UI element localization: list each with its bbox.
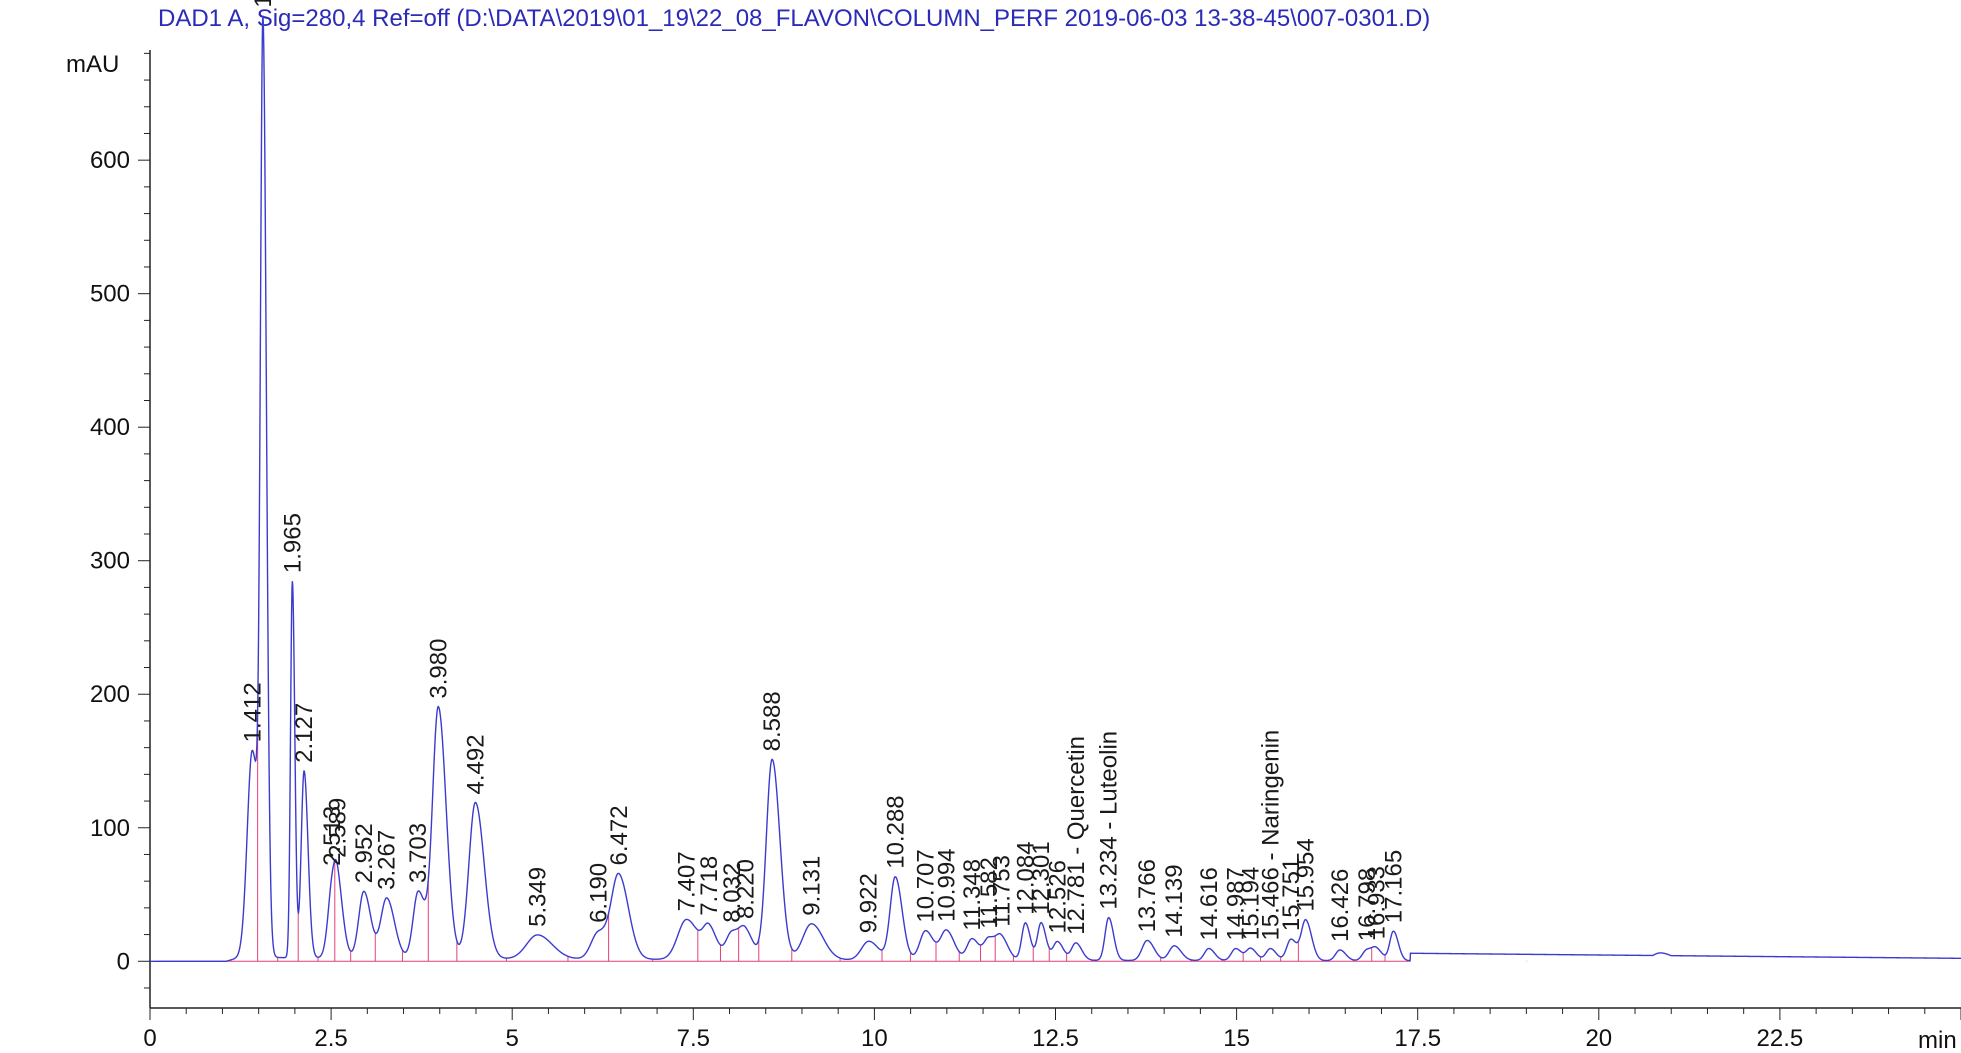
peak-label: 10.288 bbox=[882, 795, 909, 868]
peak-label: 9.922 bbox=[856, 873, 883, 933]
peak-label: 3.703 bbox=[405, 823, 432, 883]
x-tick-label: 0 bbox=[143, 1025, 156, 1052]
peak-label: 6.190 bbox=[585, 863, 612, 923]
x-tick-label: 2.5 bbox=[314, 1025, 347, 1052]
peak-label: 8.588 bbox=[759, 691, 786, 751]
peak-label: 12.301 bbox=[1028, 841, 1055, 914]
x-tick-label: 22.5 bbox=[1757, 1025, 1804, 1052]
peak-label: 14.139 bbox=[1161, 864, 1188, 937]
signal-line bbox=[150, 15, 1961, 962]
peak-label: 11.753 bbox=[988, 855, 1015, 927]
peak-label: 4.492 bbox=[462, 734, 489, 794]
peak-label: 8.032 bbox=[719, 863, 746, 923]
x-tick-label: 20 bbox=[1585, 1025, 1612, 1052]
peak-label: 14.987 bbox=[1223, 867, 1250, 940]
y-tick-label: 400 bbox=[90, 414, 130, 441]
peak-label: 12.526 bbox=[1044, 860, 1071, 933]
peak-label: 3.980 bbox=[425, 639, 452, 699]
peak-label: 9.131 bbox=[798, 856, 825, 916]
peak-label: 14.616 bbox=[1196, 867, 1223, 940]
peak-label: 7.718 bbox=[696, 856, 723, 916]
peak-label: 15.751 bbox=[1278, 858, 1305, 931]
axes: 0 100 200 300 400 500 600 0 2.5 5 7.5 10 12.5 15 17.5 2… bbox=[90, 50, 1961, 1052]
peak-label: 16.933 bbox=[1364, 866, 1391, 939]
peak-label: 2.513 bbox=[319, 806, 346, 866]
peak-label: 13.234 - Luteolin bbox=[1096, 731, 1123, 910]
peak-label: 15.466 - Naringenin bbox=[1257, 730, 1284, 941]
peak-label: 11.348 bbox=[959, 859, 986, 931]
peak-label: 1.965 bbox=[279, 513, 306, 573]
x-tick-label: 5 bbox=[506, 1025, 519, 1052]
peak-label: 1.560 bbox=[250, 0, 277, 8]
peak-label: 16.426 bbox=[1327, 869, 1354, 942]
peak-label: 2.952 bbox=[351, 823, 378, 883]
peak-label: 12.084 bbox=[1012, 841, 1039, 914]
peak-labels: 1.412 1.560 1.965 2.127 2.5132.5892.9523.267… bbox=[239, 0, 1407, 942]
y-tick-label: 100 bbox=[90, 815, 130, 842]
signal-trace bbox=[150, 15, 1961, 962]
x-tick-label: 7.5 bbox=[677, 1025, 710, 1052]
peak-label: 6.472 bbox=[606, 805, 633, 865]
x-axis-label: min bbox=[1918, 1027, 1957, 1053]
peak-label: 15.194 bbox=[1238, 867, 1265, 940]
peak-label: 8.220 bbox=[732, 859, 759, 919]
integration-baseline bbox=[157, 710, 1528, 962]
x-tick-label: 10 bbox=[861, 1025, 888, 1052]
chart-title: DAD1 A, Sig=280,4 Ref=off (D:\DATA\2019\… bbox=[158, 5, 1430, 32]
peak-label: 15.954 bbox=[1293, 838, 1320, 911]
x-tick-label: 15 bbox=[1223, 1025, 1250, 1052]
x-tick-label: 12.5 bbox=[1032, 1025, 1079, 1052]
y-tick-label: 0 bbox=[117, 948, 130, 975]
peak-label: 12.781 - Quercetin bbox=[1063, 736, 1090, 935]
peak-label: 2.589 bbox=[325, 798, 352, 858]
peak-label: 17.165 bbox=[1380, 850, 1407, 923]
y-axis-label: mAU bbox=[66, 51, 119, 78]
y-tick-label: 600 bbox=[90, 147, 130, 174]
peak-label: 13.766 bbox=[1134, 859, 1161, 932]
x-tick-label: 17.5 bbox=[1394, 1025, 1441, 1052]
y-tick-label: 200 bbox=[90, 681, 130, 708]
peak-label: 16.798 bbox=[1354, 868, 1381, 941]
peak-label: 1.412 bbox=[239, 682, 266, 742]
peak-label: 2.127 bbox=[291, 703, 318, 763]
peak-label: 7.407 bbox=[674, 851, 701, 911]
peak-label: 5.349 bbox=[524, 867, 551, 927]
y-tick-label: 300 bbox=[90, 548, 130, 575]
peak-label: 3.267 bbox=[374, 830, 401, 890]
peak-label: 11.582 bbox=[976, 857, 1003, 929]
y-tick-label: 500 bbox=[90, 281, 130, 308]
peak-label: 10.994 bbox=[933, 848, 960, 921]
peak-label: 10.707 bbox=[913, 849, 940, 922]
